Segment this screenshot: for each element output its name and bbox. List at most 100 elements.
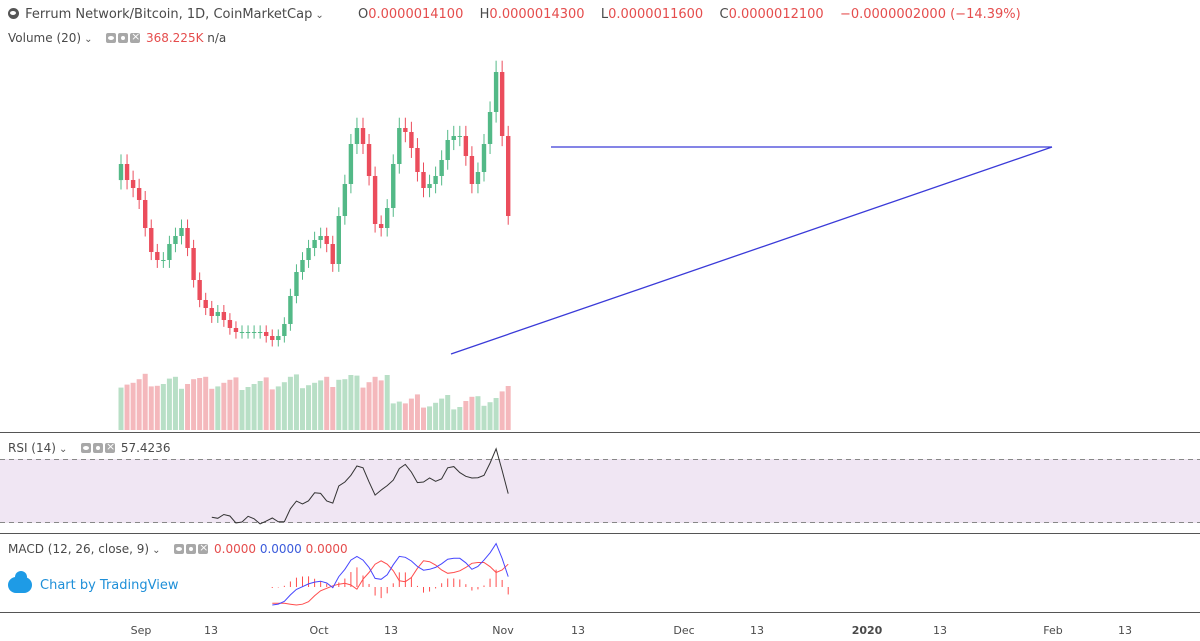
candle-body [372, 176, 378, 224]
volume-bar [148, 386, 154, 430]
volume-bar [191, 379, 197, 430]
volume-bar [499, 391, 505, 430]
close-icon[interactable] [198, 541, 208, 554]
chevron-down-icon[interactable]: ⌄ [58, 444, 68, 455]
support-trendline[interactable] [450, 146, 1053, 355]
volume-bar [233, 377, 239, 430]
volume-bar [245, 387, 251, 430]
candle-body [270, 336, 275, 340]
candle-body [457, 136, 462, 137]
candle-body [276, 336, 281, 340]
volume-bar [124, 384, 130, 430]
volume-bar [197, 378, 203, 430]
volume-bar [257, 381, 263, 430]
macd-signal-line [272, 560, 509, 606]
axis-tick-label: 13 [1118, 624, 1132, 637]
candle-body [499, 72, 505, 136]
volume-bar [475, 396, 481, 430]
candle-body [300, 260, 305, 272]
volume-bar [166, 378, 172, 430]
high-value: 0.0000014300 [489, 7, 585, 22]
volume-bar [336, 379, 342, 430]
chevron-down-icon[interactable]: ⌄ [152, 545, 161, 556]
candle-body [118, 164, 124, 181]
volume-bar [402, 403, 408, 430]
close-icon[interactable] [130, 30, 140, 43]
candle-body [221, 312, 227, 320]
volume-bar [130, 382, 136, 430]
candle-body [312, 240, 317, 248]
candle-body [251, 332, 257, 333]
gear-icon[interactable] [93, 443, 103, 453]
macd-line [272, 542, 509, 606]
candle-body [130, 180, 136, 188]
candle-body [124, 164, 130, 180]
volume-bar [372, 376, 378, 430]
candle-body [215, 312, 220, 316]
candle-body [421, 172, 426, 188]
axis-tick-label: 13 [750, 624, 764, 637]
volume-bar [118, 387, 124, 430]
volume-bar [342, 379, 348, 430]
open-value: 0.0000014100 [368, 7, 464, 22]
symbol-title[interactable]: Ferrum Network/Bitcoin, 1D, CoinMarketCa… [25, 7, 313, 22]
volume-bar [354, 375, 360, 430]
chevron-down-icon[interactable]: ⌄ [315, 10, 324, 21]
axis-tick-label: 13 [933, 624, 947, 637]
close-icon[interactable] [105, 440, 115, 453]
macd-label[interactable]: MACD (12, 26, close, 9) [8, 542, 150, 556]
main-legend: Ferrum Network/Bitcoin, 1D, CoinMarketCa… [8, 7, 1021, 22]
volume-bar [469, 396, 475, 430]
volume-bar [179, 388, 184, 430]
gear-icon[interactable] [186, 544, 197, 554]
axis-tick-label: 13 [384, 624, 398, 637]
volume-bar [445, 395, 451, 430]
candle-body [161, 260, 166, 261]
eye-icon[interactable] [174, 544, 185, 554]
volume-label[interactable]: Volume (20) [8, 31, 82, 45]
candlesticks [118, 60, 511, 347]
volume-bar [324, 376, 330, 430]
volume-ma-value: n/a [207, 31, 227, 45]
close-label: C [719, 7, 729, 22]
volume-bar [366, 382, 372, 430]
candle-body [167, 244, 172, 260]
eye-icon[interactable] [81, 443, 91, 453]
macd-value: 0.0000 [214, 542, 256, 556]
candle-body [409, 132, 414, 148]
volume-legend: Volume (20)⌄ 368.225K n/a [8, 30, 227, 45]
volume-bar [203, 376, 209, 430]
volume-bar [433, 402, 439, 430]
volume-bar [281, 382, 287, 430]
candle-body [481, 144, 487, 172]
volume-bar [136, 379, 142, 430]
candle-body [342, 184, 348, 216]
candle-body [233, 328, 239, 332]
candle-body [324, 236, 329, 244]
candle-body [366, 144, 372, 176]
volume-bar [172, 376, 178, 430]
candle-body [433, 176, 438, 184]
change-value: −0.0000002000 (−14.39%) [839, 7, 1021, 22]
candle-body [306, 248, 311, 260]
axis-tick-label: Feb [1043, 624, 1062, 637]
volume-bar [451, 409, 457, 430]
rsi-label[interactable]: RSI (14) [8, 441, 56, 455]
volume-bar [306, 385, 312, 430]
time-axis: Sep 13 Oct 13 Nov 13 Dec 13 2020 13 Feb 13 [131, 624, 1132, 637]
eye-icon[interactable] [106, 33, 117, 43]
volume-bar [215, 386, 221, 430]
gear-icon[interactable] [118, 33, 129, 43]
volume-bar [384, 375, 390, 430]
candle-body [173, 236, 178, 244]
chevron-down-icon[interactable]: ⌄ [84, 34, 93, 45]
volume-bar [209, 388, 215, 430]
candle-body [385, 208, 390, 228]
tradingview-text[interactable]: Chart by TradingView [40, 577, 179, 593]
candle-body [203, 300, 208, 308]
tradingview-badge[interactable]: Chart by TradingView [8, 570, 178, 600]
candle-body [445, 140, 450, 160]
high-label: H [479, 7, 490, 22]
candle-body [475, 172, 481, 184]
